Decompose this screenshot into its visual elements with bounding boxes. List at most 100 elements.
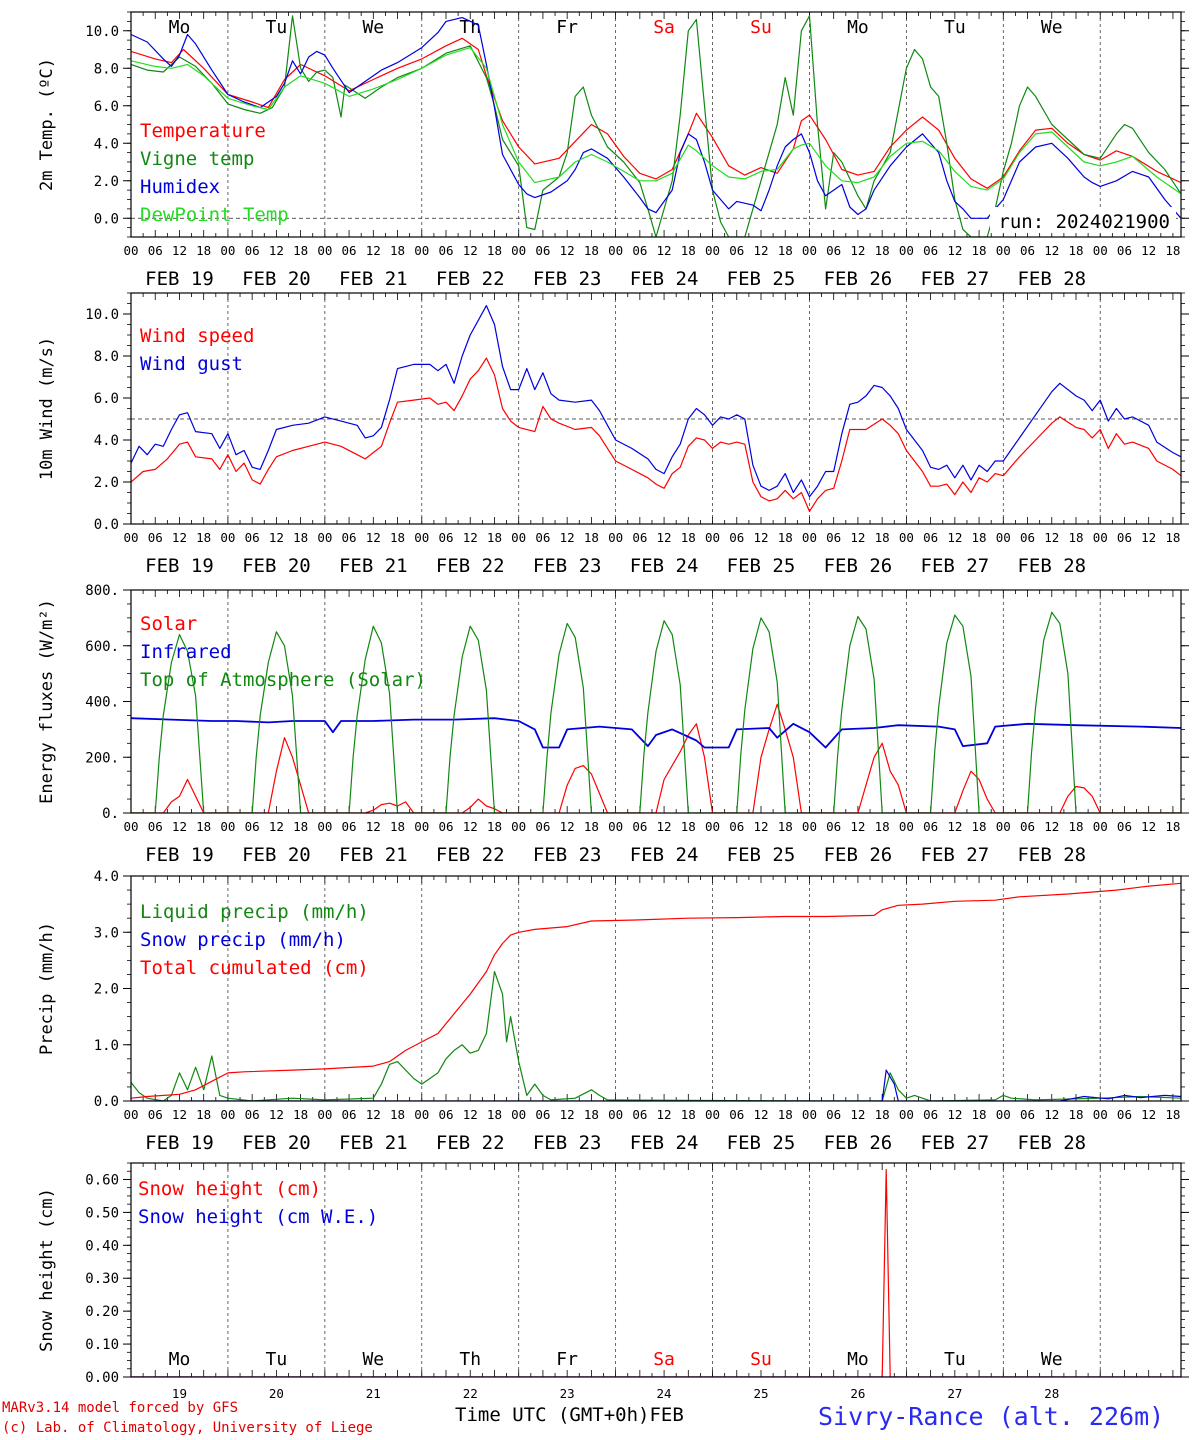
hour-tick-label: 06 [923, 819, 938, 834]
date-label: FEB 20 [242, 844, 311, 866]
hour-tick-label: 06 [632, 530, 647, 545]
hour-tick-label: 00 [802, 243, 817, 258]
weekday-label: Tu [266, 17, 288, 38]
hour-tick-label: 00 [705, 243, 720, 258]
hour-tick-label: 00 [511, 819, 526, 834]
hour-tick-label: 00 [123, 530, 138, 545]
hour-tick-label: 12 [366, 530, 381, 545]
y-tick-label: 0.20 [85, 1304, 119, 1320]
series-line [131, 17, 1181, 219]
hour-tick-label: 00 [317, 243, 332, 258]
hour-tick-label: 06 [342, 1107, 357, 1122]
hour-tick-label: 00 [899, 243, 914, 258]
hour-tick-label: 06 [632, 243, 647, 258]
panel-4: 0.0 1.0 2.0 3.0 4.0 00 06 12 18 00 06 12 18 00 06 12 18 0… [37, 869, 1189, 1154]
y-axis-label: Energy fluxes (W/m²) [37, 599, 57, 804]
hour-tick-label: 12 [172, 819, 187, 834]
date-label: FEB 20 [242, 268, 311, 290]
date-label: FEB 27 [921, 844, 990, 866]
hour-tick-label: 18 [390, 819, 405, 834]
panel-5: 0.00 0.10 0.20 0.30 0.40 0.50 0.60 19 Mo 20 Tu 21 We… [37, 1162, 1189, 1401]
y-tick-label: 800. [85, 583, 119, 599]
plot-frame [130, 11, 1182, 238]
panel-3: 0. 200. 400. 600. 800. 00 06 12 18 00 06 12 18 00 06 12… [37, 583, 1189, 866]
hour-tick-label: 06 [535, 530, 550, 545]
y-tick-label: 0.0 [94, 211, 119, 227]
hour-tick-label: 06 [1020, 243, 1035, 258]
y-tick-label: 8.0 [94, 61, 119, 77]
hour-tick-label: 18 [1068, 530, 1083, 545]
series-line [131, 703, 1181, 813]
hour-tick-label: 18 [972, 530, 987, 545]
day-number-label: 26 [850, 1386, 865, 1401]
hour-tick-label: 18 [196, 530, 211, 545]
hour-tick-label: 18 [293, 819, 308, 834]
hour-tick-label: 06 [245, 1107, 260, 1122]
hour-tick-label: 00 [414, 819, 429, 834]
hour-tick-label: 18 [778, 819, 793, 834]
legend-entry: Snow precip (mm/h) [140, 929, 346, 951]
hour-tick-label: 18 [293, 530, 308, 545]
y-axis-label: Snow height (cm) [37, 1188, 57, 1352]
hour-tick-label: 12 [1141, 243, 1156, 258]
date-label: FEB 28 [1017, 844, 1086, 866]
hour-tick-label: 00 [317, 1107, 332, 1122]
weekday-label: Mo [169, 17, 191, 38]
date-label: FEB 28 [1017, 555, 1086, 577]
hour-tick-label: 18 [584, 1107, 599, 1122]
legend-entry: Wind gust [140, 353, 243, 375]
legend-entry: Infrared [140, 641, 232, 663]
weekday-label: We [1041, 17, 1063, 38]
hour-tick-label: 00 [996, 530, 1011, 545]
series-line [131, 1168, 1181, 1377]
y-tick-label: 0.50 [85, 1205, 119, 1221]
date-label: FEB 23 [533, 268, 602, 290]
weekday-label: Mo [847, 1349, 869, 1370]
y-tick-label: 6.0 [94, 99, 119, 115]
series-line [131, 37, 1181, 189]
date-label: FEB 21 [339, 844, 408, 866]
hour-tick-label: 12 [850, 243, 865, 258]
date-label: FEB 19 [145, 1132, 214, 1154]
weekday-label: Sa [653, 17, 675, 38]
hour-tick-label: 00 [220, 243, 235, 258]
hour-tick-label: 06 [729, 243, 744, 258]
legend-entry: Vigne temp [140, 148, 254, 170]
legend-entry: DewPoint Temp [140, 204, 289, 226]
hour-tick-label: 12 [172, 530, 187, 545]
hour-tick-label: 06 [535, 243, 550, 258]
hour-tick-label: 18 [875, 530, 890, 545]
hour-tick-label: 06 [245, 243, 260, 258]
series-line [131, 717, 1181, 749]
series-group [131, 1168, 1181, 1377]
hour-tick-label: 06 [1117, 1107, 1132, 1122]
hour-tick-label: 06 [632, 1107, 647, 1122]
hour-tick-label: 06 [826, 530, 841, 545]
hour-tick-label: 12 [753, 1107, 768, 1122]
hour-tick-label: 18 [487, 819, 502, 834]
weekday-label: Mo [169, 1349, 191, 1370]
y-axis-label: Precip (mm/h) [37, 922, 57, 1055]
weekday-label: Fr [556, 1349, 578, 1370]
weekday-label: Sa [653, 1349, 675, 1370]
y-tick-label: 0.10 [85, 1337, 119, 1353]
y-tick-label: 600. [85, 639, 119, 655]
hour-tick-label: 00 [317, 530, 332, 545]
hour-tick-label: 12 [1044, 530, 1059, 545]
series-line [131, 611, 1181, 813]
plot-frame [130, 292, 1182, 525]
hour-tick-label: 18 [1068, 1107, 1083, 1122]
y-tick-label: 2.0 [94, 982, 119, 998]
plot-frame [130, 589, 1182, 814]
hour-tick-label: 06 [632, 819, 647, 834]
series-line [131, 46, 1181, 195]
hour-tick-label: 12 [753, 243, 768, 258]
hour-tick-label: 00 [511, 530, 526, 545]
hour-tick-label: 00 [414, 530, 429, 545]
hour-tick-label: 12 [657, 243, 672, 258]
hour-tick-label: 18 [390, 530, 405, 545]
hour-tick-label: 00 [996, 819, 1011, 834]
date-label: FEB 22 [436, 1132, 505, 1154]
legend-entry: Snow height (cm) [138, 1178, 321, 1200]
hour-tick-label: 12 [269, 243, 284, 258]
